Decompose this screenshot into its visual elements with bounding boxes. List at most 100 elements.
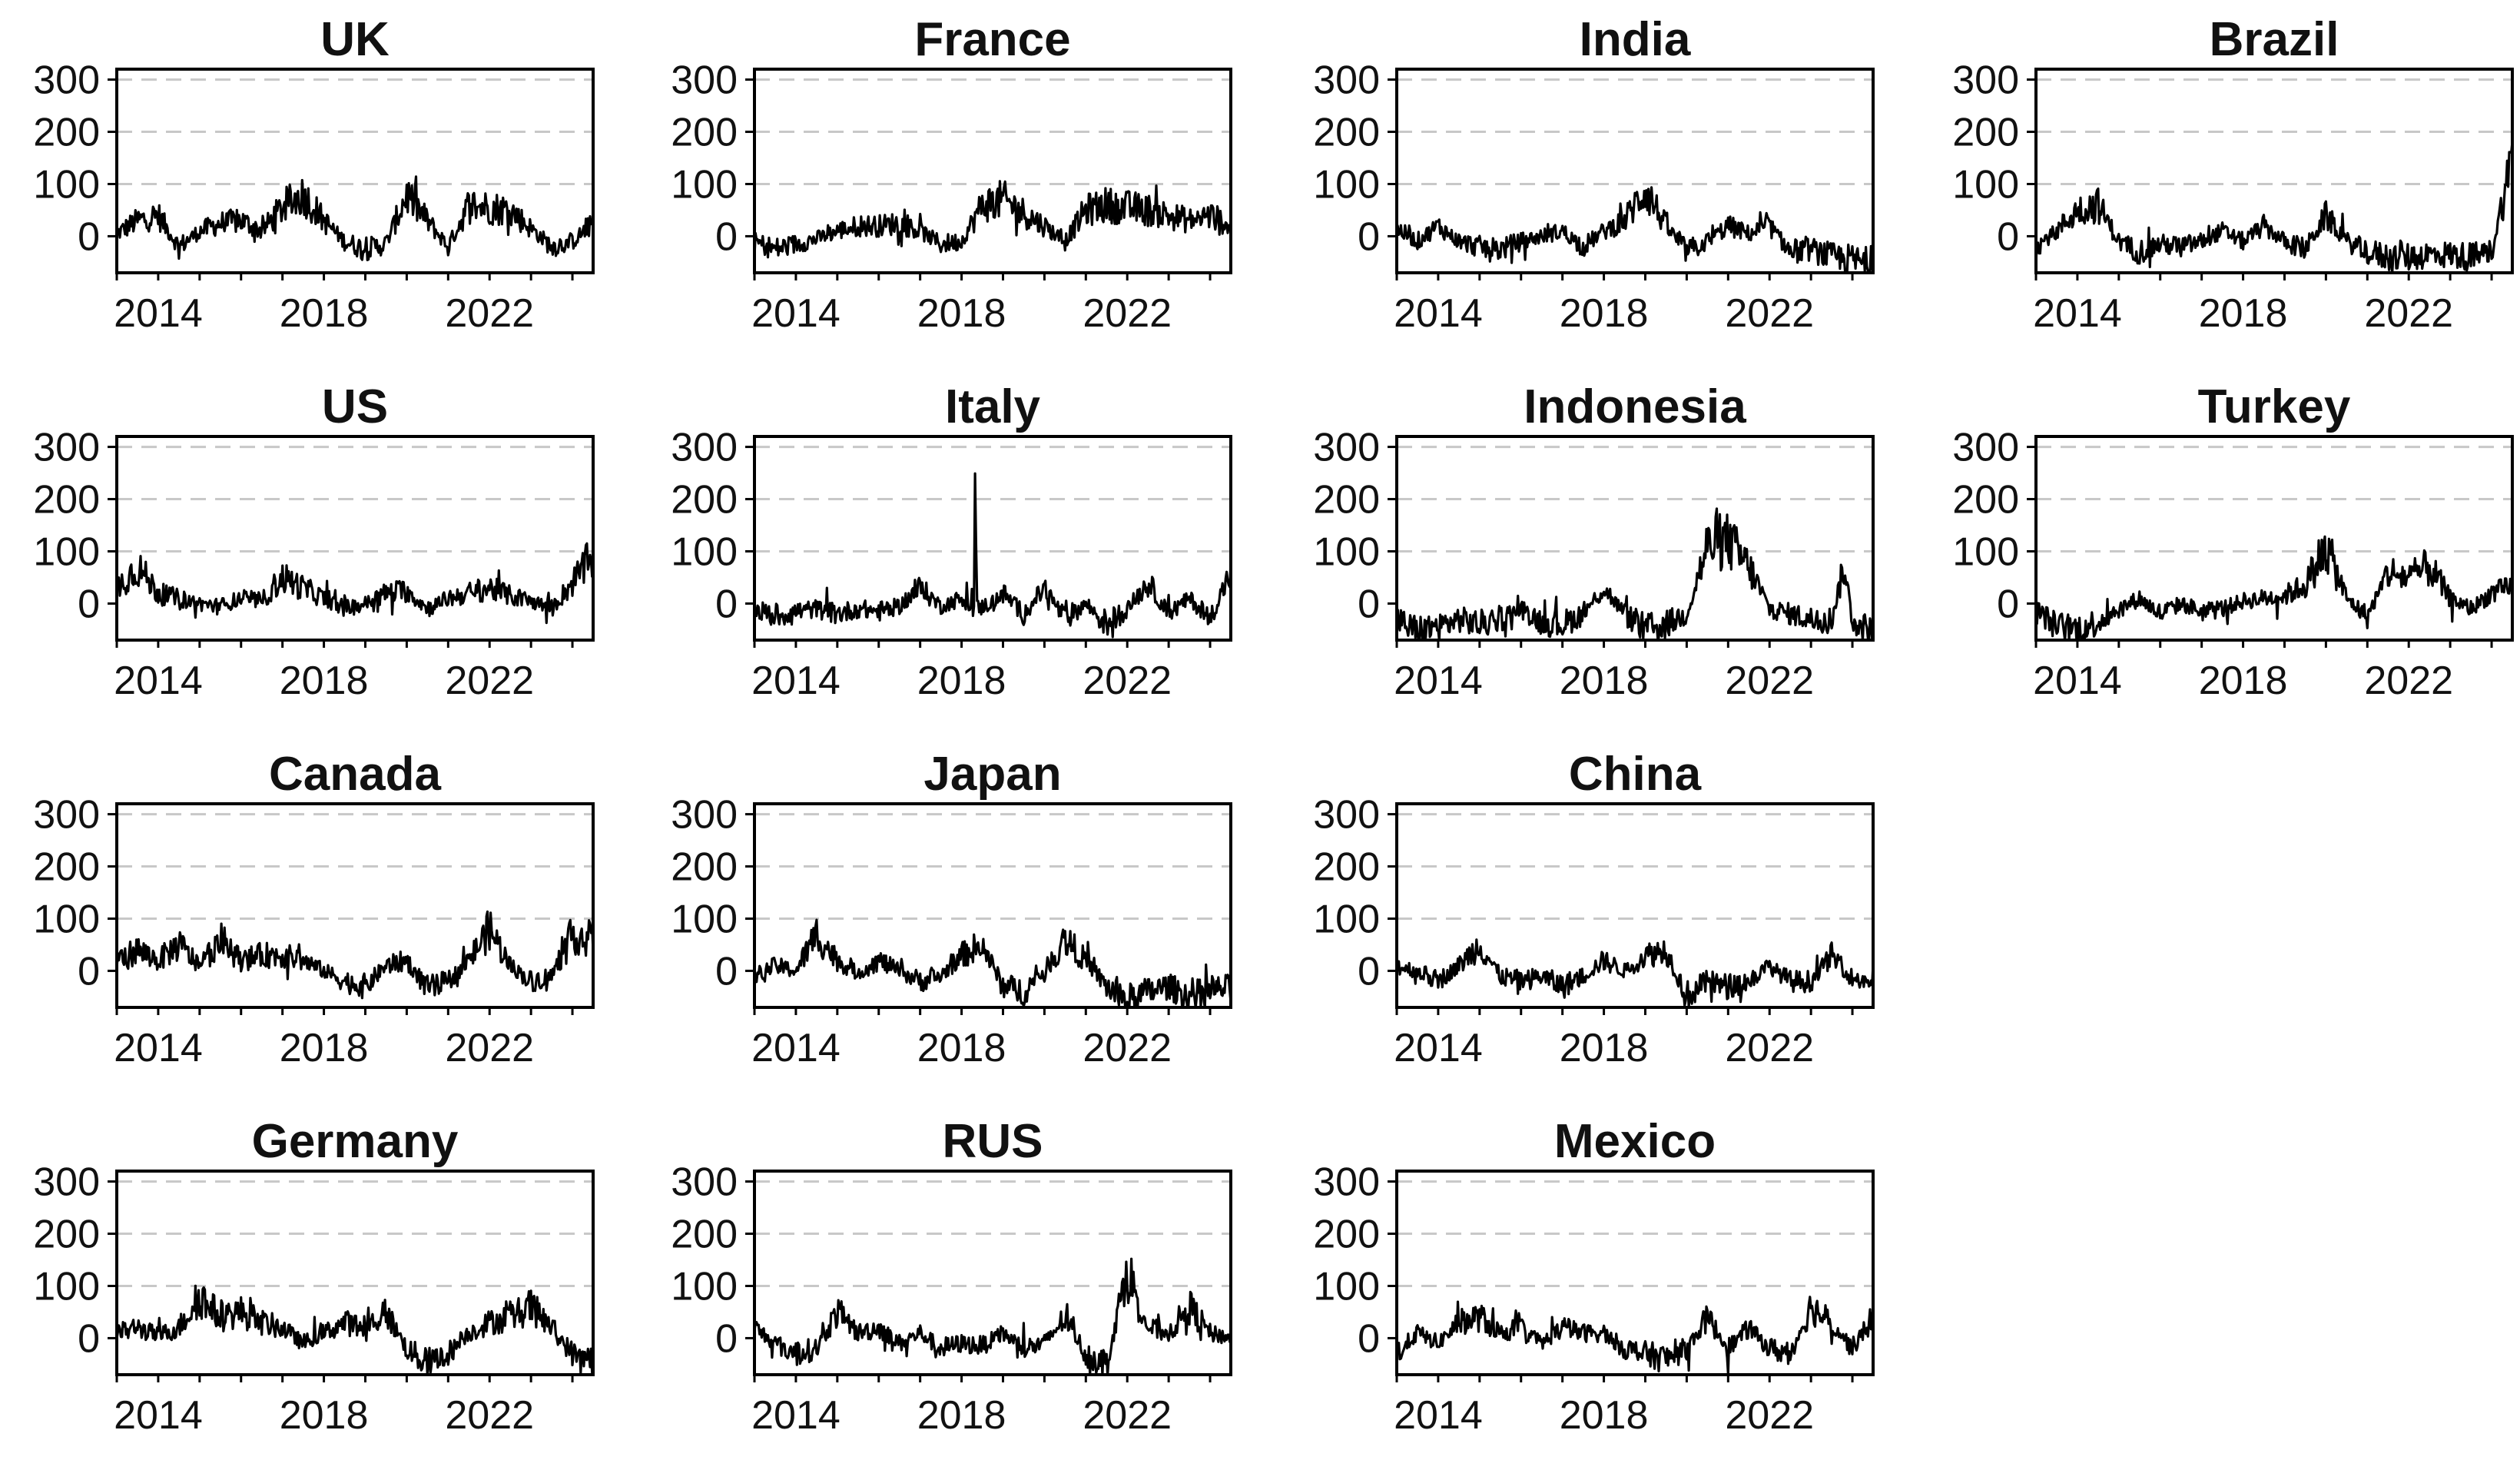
series-line [2034,141,2514,274]
y-tick-label-300: 300 [671,58,738,103]
y-tick-label-300: 300 [33,793,100,838]
y-tick-label-0: 0 [78,949,100,994]
y-tick-label-300: 300 [671,426,738,470]
y-tick-label-100: 100 [671,897,738,941]
series-line [753,918,1232,1009]
y-tick-label-0: 0 [78,214,100,259]
panel-title: France [914,13,1070,66]
y-tick-label-200: 200 [671,111,738,155]
x-tick-label-2022: 2022 [2364,291,2453,336]
y-tick-label-100: 100 [1313,529,1380,574]
series-line [753,180,1232,259]
plot-frame [2034,435,2514,642]
series-line [1395,938,1875,1009]
panel-india: India 0 100 200 300 2014 2018 2022 [1313,13,1875,336]
panel-japan: Japan 0 100 200 300 2014 2018 2022 [671,748,1232,1070]
y-tick-label-300: 300 [671,1160,738,1205]
x-tick-label-2018: 2018 [1560,291,1649,336]
panel-germany: Germany 0 100 200 300 2014 2018 2022 [33,1115,595,1438]
x-tick-label-2022: 2022 [445,1393,534,1438]
panel-title: Brazil [2210,13,2339,66]
series-line [115,542,595,625]
x-tick-label-2018: 2018 [917,1026,1006,1070]
plot-frame [115,802,595,1009]
panel-indonesia: Indonesia 0 100 200 300 2014 2018 2022 [1313,380,1875,703]
y-tick-label-0: 0 [1358,582,1380,626]
x-tick-label-2018: 2018 [280,291,369,336]
y-tick-label-200: 200 [33,1213,100,1257]
x-tick-label-2022: 2022 [445,1026,534,1070]
series-line [1395,186,1875,274]
x-tick-label-2018: 2018 [2199,291,2288,336]
plot-frame [753,68,1232,274]
panel-china: China 0 100 200 300 2014 2018 2022 [1313,748,1875,1070]
x-tick-label-2022: 2022 [1083,659,1172,703]
x-tick-label-2014: 2014 [114,659,203,703]
y-tick-label-100: 100 [1313,1264,1380,1309]
y-tick-label-0: 0 [1358,1316,1380,1361]
x-tick-label-2022: 2022 [1083,1393,1172,1438]
x-tick-label-2014: 2014 [1394,1393,1483,1438]
x-tick-label-2022: 2022 [1083,291,1172,336]
plot-frame [1395,802,1875,1009]
panel-mexico: Mexico 0 100 200 300 2014 2018 2022 [1313,1115,1875,1438]
y-tick-label-0: 0 [715,582,738,626]
panel-brazil: Brazil 0 100 200 300 2014 2018 2022 [1952,13,2514,336]
y-tick-label-0: 0 [1997,214,2019,259]
x-tick-label-2022: 2022 [1725,1393,1814,1438]
x-tick-label-2018: 2018 [1560,1393,1649,1438]
plot-frame [115,435,595,642]
plot-frame [1395,435,1875,642]
x-tick-label-2014: 2014 [2033,659,2122,703]
series-line [2034,535,2514,642]
y-tick-label-200: 200 [1952,478,2019,523]
y-tick-label-100: 100 [33,897,100,941]
y-tick-label-0: 0 [715,949,738,994]
x-tick-label-2018: 2018 [917,659,1006,703]
series-line [115,910,595,1000]
y-tick-label-200: 200 [671,478,738,523]
series-line [1396,1296,1875,1375]
y-tick-label-300: 300 [1952,58,2019,103]
x-tick-label-2014: 2014 [1394,1026,1483,1070]
y-tick-label-200: 200 [1313,478,1380,523]
panel-turkey: Turkey 0 100 200 300 2014 2018 2022 [1952,380,2514,703]
panel-italy: Italy 0 100 200 300 2014 2018 2022 [671,380,1232,703]
x-tick-label-2018: 2018 [917,1393,1006,1438]
y-tick-label-200: 200 [1313,845,1380,890]
panel-title: RUS [943,1115,1043,1168]
series-line [753,472,1232,639]
y-tick-label-100: 100 [1952,162,2019,207]
panel-canada: Canada 0 100 200 300 2014 2018 2022 [33,748,595,1070]
y-tick-label-300: 300 [1952,426,2019,470]
panel-uk: UK 0 100 200 300 2014 2018 2022 [33,13,595,336]
panel-title: Mexico [1554,1115,1716,1168]
panel-title: India [1580,13,1691,66]
y-tick-label-0: 0 [715,1316,738,1361]
x-tick-label-2014: 2014 [751,1026,841,1070]
panel-title: Indonesia [1524,380,1746,433]
y-tick-label-200: 200 [671,1213,738,1257]
x-tick-label-2018: 2018 [917,291,1006,336]
x-tick-label-2014: 2014 [751,1393,841,1438]
x-tick-label-2018: 2018 [1560,1026,1649,1070]
y-tick-label-200: 200 [33,845,100,890]
plot-frame [753,1170,1232,1376]
y-tick-label-200: 200 [1952,111,2019,155]
panel-title: US [322,380,388,433]
y-tick-label-0: 0 [1358,214,1380,259]
plot-frame [1395,1170,1875,1376]
x-tick-label-2014: 2014 [114,1393,203,1438]
y-tick-label-300: 300 [1313,793,1380,838]
plot-frame [115,68,595,274]
panel-rus: RUS 0 100 200 300 2014 2018 2022 [671,1115,1232,1438]
y-tick-label-300: 300 [1313,1160,1380,1205]
y-tick-label-100: 100 [33,1264,100,1309]
x-tick-label-2018: 2018 [1560,659,1649,703]
y-tick-label-300: 300 [33,1160,100,1205]
x-tick-label-2022: 2022 [1725,1026,1814,1070]
y-tick-label-100: 100 [671,1264,738,1309]
y-tick-label-300: 300 [33,426,100,470]
x-tick-label-2022: 2022 [1725,291,1814,336]
